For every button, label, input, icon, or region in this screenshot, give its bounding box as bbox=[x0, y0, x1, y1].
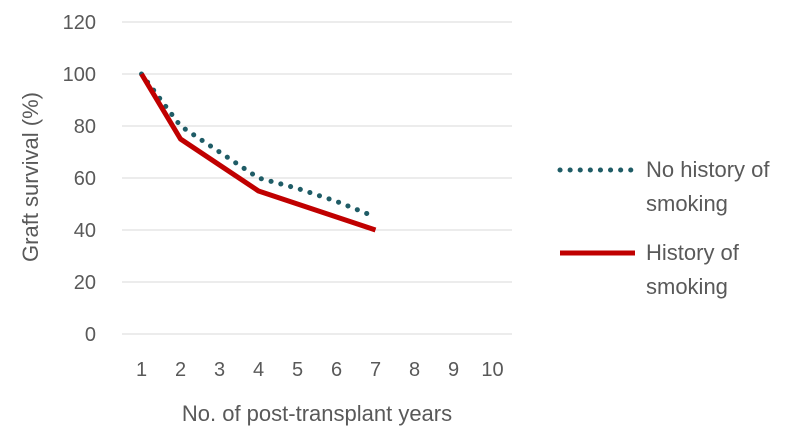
legend-label: History of smoking bbox=[646, 240, 740, 299]
series-line bbox=[139, 72, 377, 233]
y-tick-label: 60 bbox=[74, 168, 96, 190]
legend-label: No history of smoking bbox=[646, 157, 770, 216]
legend-label-line: smoking bbox=[646, 274, 728, 299]
x-tick-label: 6 bbox=[331, 359, 342, 381]
x-tick-label: 9 bbox=[448, 359, 459, 381]
x-tick-labels: 1 2 3 4 5 6 7 8 9 10 bbox=[136, 359, 504, 381]
x-tick-label: 7 bbox=[370, 359, 381, 381]
gridlines bbox=[122, 21, 512, 335]
y-tick-label: 80 bbox=[74, 116, 96, 138]
legend-label-line: smoking bbox=[646, 191, 728, 216]
legend-label-line: History of bbox=[646, 240, 740, 265]
x-tick-label: 1 bbox=[136, 359, 147, 381]
x-tick-label: 3 bbox=[214, 359, 225, 381]
y-tick-label: 40 bbox=[74, 220, 96, 242]
x-tick-label: 4 bbox=[253, 359, 264, 381]
series-2 bbox=[139, 72, 377, 233]
x-tick-label: 10 bbox=[481, 359, 503, 381]
x-tick-label: 2 bbox=[175, 359, 186, 381]
legend: No history of smoking History of smoking bbox=[557, 157, 770, 299]
series-lines bbox=[139, 71, 378, 233]
y-tick-label: 120 bbox=[63, 12, 96, 34]
series-line bbox=[139, 71, 378, 220]
x-tick-label: 5 bbox=[292, 359, 303, 381]
x-tick-label: 8 bbox=[409, 359, 420, 381]
y-tick-label: 100 bbox=[63, 64, 96, 86]
y-axis-title: Graft survival (%) bbox=[18, 92, 43, 262]
y-tick-labels: 0 20 40 60 80 100 120 bbox=[63, 12, 96, 346]
x-axis-title: No. of post-transplant years bbox=[182, 401, 452, 426]
y-tick-label: 20 bbox=[74, 272, 96, 294]
legend-label-line: No history of bbox=[646, 157, 770, 182]
y-tick-label: 0 bbox=[85, 324, 96, 346]
series-1 bbox=[139, 71, 378, 220]
